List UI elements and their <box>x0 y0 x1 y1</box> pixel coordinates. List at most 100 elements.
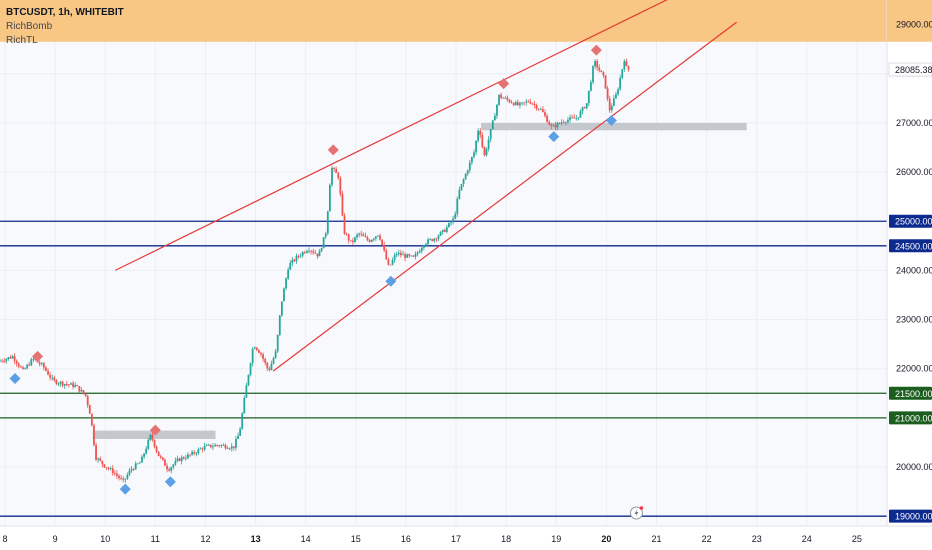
x-tick-label: 14 <box>301 534 311 544</box>
candle-body <box>410 255 413 257</box>
candle-body <box>130 469 133 471</box>
x-tick-label: 17 <box>451 534 461 544</box>
candle-body <box>164 459 166 466</box>
candle-body <box>61 381 64 386</box>
candle-body <box>374 236 377 239</box>
current-price-badge <box>888 62 932 77</box>
candle-body <box>49 374 52 378</box>
candle-body <box>237 435 239 440</box>
buy-signal-marker <box>385 275 397 287</box>
candle-body <box>272 358 275 364</box>
candle-body <box>368 240 371 242</box>
candle-body <box>243 397 246 414</box>
level-badge-label: 25000.00 <box>895 217 932 227</box>
candle-body <box>74 385 77 387</box>
candle-body <box>216 444 219 446</box>
buy-signal-marker <box>119 483 131 495</box>
candle-body <box>258 350 260 353</box>
candle-body <box>132 469 135 470</box>
candle-body <box>341 193 344 216</box>
candle-body <box>564 122 567 124</box>
y-tick-label: 22000.00 <box>896 364 932 374</box>
level-badge <box>889 509 932 523</box>
candle-body <box>124 478 127 480</box>
resistance-band-axis <box>887 0 932 42</box>
candle-body <box>28 364 31 366</box>
candle-body <box>166 465 168 470</box>
candle-body <box>122 478 125 480</box>
candle-body <box>445 227 448 232</box>
candle-body <box>176 458 179 461</box>
candle-body <box>546 115 548 123</box>
candle-body <box>567 119 569 123</box>
candle-body <box>111 468 114 474</box>
candle-body <box>126 474 129 479</box>
candle-body <box>320 248 323 252</box>
candle-body <box>147 440 150 449</box>
candle-body <box>548 122 551 125</box>
candle-body <box>308 250 310 252</box>
candle-body <box>26 364 29 369</box>
candle-body <box>556 122 559 128</box>
chart-legend: BTCUSDT, 1h, WHITEBIT RichBomb RichTL <box>6 6 124 48</box>
candle-body <box>63 384 66 386</box>
candle-body <box>260 352 262 355</box>
candle-body <box>389 264 392 266</box>
candle-body <box>489 129 492 140</box>
candle-body <box>68 384 70 386</box>
candle-body <box>333 167 335 169</box>
candle-body <box>214 444 216 447</box>
candle-body <box>506 97 509 100</box>
candle-body <box>525 101 528 103</box>
candle-body <box>17 363 20 367</box>
candle-body <box>617 89 619 95</box>
candle-body <box>113 473 116 475</box>
candle-body <box>521 102 523 104</box>
candle-body <box>9 357 12 359</box>
notification-dot <box>639 506 644 510</box>
legend-indicator-richbomb[interactable]: RichBomb <box>6 21 53 32</box>
candle-body <box>220 445 223 446</box>
y-tick-label: 23000.00 <box>896 315 932 325</box>
candle-body <box>182 457 185 459</box>
resistance-band <box>0 0 932 42</box>
candle-body <box>107 467 110 469</box>
sell-signal-marker <box>498 78 510 90</box>
candle-body <box>550 124 553 127</box>
legend-symbol[interactable]: BTCUSDT, 1h, WHITEBIT <box>6 7 124 18</box>
candle-body <box>414 254 417 257</box>
legend-indicator-richtl[interactable]: RichTL <box>6 35 38 46</box>
candle-body <box>209 444 212 448</box>
candle-body <box>241 413 244 429</box>
candle-body <box>339 178 342 194</box>
buy-signal-marker <box>548 131 560 143</box>
candle-body <box>544 112 546 116</box>
candle-body <box>431 239 434 241</box>
candle-body <box>372 238 375 240</box>
candle-body <box>170 467 173 471</box>
y-tick-label: 24000.00 <box>896 265 932 275</box>
candle-body <box>53 377 56 381</box>
candle-body <box>295 255 298 261</box>
candle-body <box>7 357 10 359</box>
candle-body <box>558 122 561 124</box>
y-tick-label: 27000.00 <box>896 118 932 128</box>
candle-body <box>579 111 582 118</box>
candle-body <box>310 250 313 252</box>
candle-body <box>159 456 162 458</box>
candle-body <box>283 288 285 302</box>
candle-body <box>387 259 390 265</box>
candle-body <box>80 390 83 392</box>
candle-body <box>42 363 45 368</box>
candle-body <box>322 237 325 249</box>
candle-body <box>360 233 363 235</box>
candle-body <box>443 229 446 232</box>
candle-body <box>377 235 379 237</box>
candle-body <box>161 457 164 460</box>
price-axis <box>887 0 932 550</box>
candle-body <box>203 446 206 450</box>
x-tick-label: 22 <box>702 534 712 544</box>
candle-body <box>464 173 467 180</box>
candle-body <box>222 444 225 446</box>
